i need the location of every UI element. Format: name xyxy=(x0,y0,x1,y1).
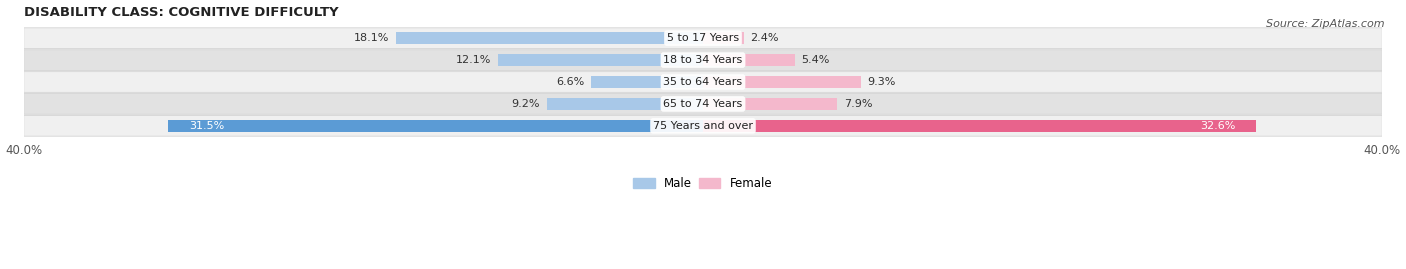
Text: 9.3%: 9.3% xyxy=(868,77,896,87)
Text: Source: ZipAtlas.com: Source: ZipAtlas.com xyxy=(1267,19,1385,29)
FancyBboxPatch shape xyxy=(24,94,1382,114)
Bar xyxy=(703,120,1257,132)
Bar xyxy=(703,76,860,88)
Text: DISABILITY CLASS: COGNITIVE DIFFICULTY: DISABILITY CLASS: COGNITIVE DIFFICULTY xyxy=(24,6,339,19)
Text: 31.5%: 31.5% xyxy=(188,121,224,131)
Text: 32.6%: 32.6% xyxy=(1201,121,1236,131)
Bar xyxy=(547,98,703,110)
Bar xyxy=(703,98,837,110)
Text: 6.6%: 6.6% xyxy=(555,77,585,87)
Text: 7.9%: 7.9% xyxy=(844,99,872,109)
Text: 5 to 17 Years: 5 to 17 Years xyxy=(666,33,740,43)
Bar xyxy=(169,120,703,132)
Text: 65 to 74 Years: 65 to 74 Years xyxy=(664,99,742,109)
FancyBboxPatch shape xyxy=(24,28,1382,48)
FancyBboxPatch shape xyxy=(24,72,1382,92)
Text: 2.4%: 2.4% xyxy=(751,33,779,43)
Text: 9.2%: 9.2% xyxy=(512,99,540,109)
Text: 18.1%: 18.1% xyxy=(354,33,389,43)
Text: 5.4%: 5.4% xyxy=(801,55,830,65)
Text: 18 to 34 Years: 18 to 34 Years xyxy=(664,55,742,65)
Bar xyxy=(703,33,744,44)
Bar xyxy=(591,76,703,88)
Bar xyxy=(396,33,703,44)
FancyBboxPatch shape xyxy=(24,116,1382,136)
Text: 75 Years and over: 75 Years and over xyxy=(652,121,754,131)
Bar xyxy=(703,54,794,66)
Text: 12.1%: 12.1% xyxy=(456,55,491,65)
Legend: Male, Female: Male, Female xyxy=(628,172,778,195)
Bar xyxy=(498,54,703,66)
FancyBboxPatch shape xyxy=(24,50,1382,70)
Text: 35 to 64 Years: 35 to 64 Years xyxy=(664,77,742,87)
